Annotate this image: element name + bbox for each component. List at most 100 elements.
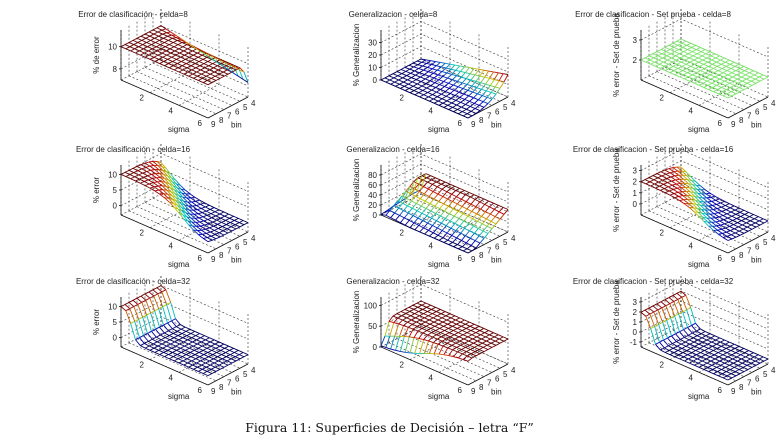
mesh-line: [445, 62, 451, 65]
mesh-line: [720, 339, 725, 343]
mesh-line: [703, 221, 709, 227]
mesh-line: [691, 350, 696, 353]
mesh-line: [465, 325, 471, 329]
mesh-line: [432, 315, 438, 319]
mesh-line: [426, 87, 432, 91]
mesh-line: [725, 345, 731, 349]
mesh-line: [185, 349, 191, 353]
mesh-line: [389, 79, 395, 83]
z-axis-label: % error - Set de prueba: [612, 148, 621, 232]
mesh-line: [422, 306, 427, 310]
mesh-line: [744, 352, 750, 356]
z-tick-label: 2: [633, 308, 638, 317]
mesh-line: [141, 299, 147, 303]
mesh-line: [729, 63, 736, 67]
mesh-line: [645, 316, 652, 329]
mesh-line: [421, 328, 428, 331]
mesh-line: [672, 65, 679, 69]
bin-tick-label: 8: [219, 383, 224, 392]
mesh-line: [672, 189, 679, 193]
mesh-line: [744, 350, 749, 354]
mesh-line: [402, 319, 408, 323]
mesh-line: [692, 354, 697, 358]
mesh-line: [493, 71, 499, 74]
mesh-line: [144, 347, 151, 351]
mesh-line: [209, 204, 215, 208]
mesh-line: [197, 73, 202, 77]
mesh-line: [225, 217, 230, 221]
mesh-line: [185, 330, 192, 334]
surface-plot-p3: Error de clasificacion - Set prueba - ce…: [528, 0, 778, 134]
mesh-line: [477, 340, 483, 344]
mesh-line: [422, 87, 428, 91]
mesh-line: [681, 297, 688, 310]
mesh-line: [404, 85, 410, 89]
mesh-line: [668, 347, 674, 351]
mesh-line: [685, 40, 691, 44]
mesh-line: [197, 208, 202, 211]
mesh-line: [489, 71, 494, 79]
mesh-line: [705, 192, 711, 195]
mesh-line: [238, 354, 245, 358]
mesh-line: [434, 79, 440, 84]
mesh-line: [190, 63, 196, 67]
mesh-line: [734, 364, 739, 368]
mesh-line: [449, 336, 456, 340]
mesh-line: [436, 186, 443, 190]
mesh-line: [453, 334, 460, 338]
mesh-line: [460, 192, 466, 196]
mesh-line: [699, 347, 705, 351]
mesh-line: [384, 75, 390, 79]
mesh-line: [693, 80, 699, 84]
bin-axis-label: bin: [491, 388, 502, 397]
mesh-line: [239, 356, 245, 360]
mesh-line: [199, 63, 205, 67]
mesh-line: [390, 81, 395, 85]
mesh-line: [461, 235, 466, 241]
bin-tick-label: 6: [495, 107, 500, 116]
mesh-line: [399, 215, 405, 219]
mesh-line: [176, 349, 182, 353]
mesh-line: [399, 210, 404, 216]
mesh-line: [201, 343, 207, 347]
mesh-line: [430, 304, 436, 308]
mesh-line: [750, 224, 757, 228]
mesh-line: [195, 335, 201, 339]
mesh-line: [456, 192, 461, 198]
mesh-line: [426, 62, 432, 65]
mesh-line: [669, 301, 675, 305]
mesh-line: [187, 362, 193, 366]
mesh-line: [465, 321, 470, 325]
mesh-line: [161, 28, 166, 31]
mesh-line: [447, 235, 453, 241]
mesh-line: [215, 215, 221, 219]
mesh-line: [141, 37, 147, 41]
mesh-line: [460, 319, 465, 323]
mesh-line: [734, 366, 740, 370]
mesh-line: [425, 83, 432, 86]
mesh-line: [211, 217, 217, 221]
mesh-line: [408, 62, 414, 66]
mesh-line: [692, 356, 698, 360]
mesh-line: [408, 215, 414, 221]
mesh-line: [442, 345, 448, 349]
mesh-line: [426, 210, 432, 217]
mesh-line: [411, 74, 416, 78]
mesh-line: [676, 166, 683, 172]
mesh-line: [132, 167, 139, 172]
mesh-line: [177, 44, 184, 48]
mesh-line: [447, 323, 453, 327]
mesh-line: [207, 352, 213, 355]
mesh-line: [470, 110, 477, 114]
mesh-line: [400, 311, 407, 315]
mesh-line: [447, 198, 453, 202]
mesh-line: [405, 313, 411, 317]
mesh-line: [412, 302, 418, 306]
mesh-line: [745, 74, 751, 78]
bin-tick-label: 6: [235, 374, 240, 383]
mesh-line: [717, 345, 722, 349]
mesh-line: [218, 362, 224, 366]
mesh-line: [423, 339, 429, 342]
mesh-line: [234, 66, 240, 71]
mesh-line: [738, 364, 744, 368]
